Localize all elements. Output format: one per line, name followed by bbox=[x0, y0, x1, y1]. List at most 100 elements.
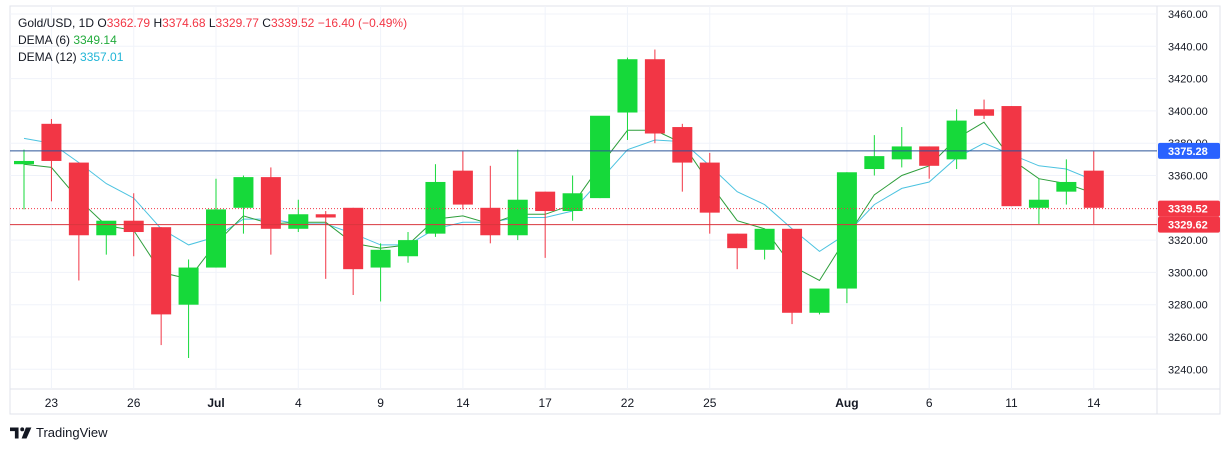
candle-body bbox=[315, 214, 336, 218]
candle bbox=[1001, 106, 1022, 207]
candle bbox=[672, 123, 693, 192]
candle-body bbox=[425, 181, 446, 234]
dema6-value: 3349.14 bbox=[73, 33, 117, 47]
candle bbox=[96, 220, 117, 255]
candle-body bbox=[178, 267, 199, 305]
candle bbox=[562, 175, 583, 221]
candle bbox=[699, 152, 720, 234]
candle bbox=[343, 207, 364, 296]
symbol-label[interactable]: Gold/USD, 1D bbox=[18, 16, 95, 30]
candle-body bbox=[370, 249, 391, 268]
price-label-text: 3339.52 bbox=[1168, 204, 1208, 216]
candle bbox=[178, 259, 199, 358]
legend-dema6-row[interactable]: DEMA (6) 3349.14 bbox=[18, 32, 407, 49]
candle bbox=[206, 178, 227, 268]
price-label-text: 3375.28 bbox=[1168, 146, 1208, 158]
candle bbox=[809, 288, 830, 315]
candle-body bbox=[974, 109, 995, 116]
tradingview-brand[interactable]: TradingView bbox=[10, 425, 108, 440]
time-tick-label: 14 bbox=[456, 396, 470, 410]
candle bbox=[836, 172, 857, 304]
price-tick-label: 3260.00 bbox=[1168, 332, 1208, 344]
candle bbox=[864, 135, 885, 176]
candle bbox=[590, 115, 611, 199]
price-tick-label: 3360.00 bbox=[1168, 171, 1208, 183]
moving-average-lines bbox=[23, 121, 1094, 282]
low-value: 3329.77 bbox=[215, 16, 259, 30]
close-value: 3339.52 bbox=[270, 16, 315, 30]
candle bbox=[68, 162, 89, 281]
time-tick-label: 17 bbox=[538, 396, 552, 410]
candle-body bbox=[754, 228, 775, 250]
brand-name: TradingView bbox=[36, 425, 108, 440]
time-tick-label: Aug bbox=[835, 396, 858, 410]
time-tick-label: 9 bbox=[377, 396, 384, 410]
candle-body bbox=[535, 191, 556, 212]
candle-body bbox=[507, 199, 528, 236]
candle-body bbox=[1001, 106, 1022, 207]
candle-body bbox=[1083, 170, 1104, 208]
time-tick-label: 22 bbox=[621, 396, 635, 410]
candle-body bbox=[398, 240, 419, 257]
candle bbox=[288, 199, 309, 233]
low-label: L bbox=[208, 16, 216, 30]
candle-body bbox=[836, 172, 857, 289]
candle bbox=[1083, 151, 1104, 224]
candle bbox=[14, 149, 34, 210]
candle-body bbox=[864, 156, 885, 170]
dema12-value: 3357.01 bbox=[80, 50, 124, 64]
candle bbox=[41, 118, 62, 202]
candle bbox=[754, 228, 775, 260]
open-label: O bbox=[97, 16, 107, 30]
legend-dema12-row[interactable]: DEMA (12) 3357.01 bbox=[18, 49, 407, 66]
candle-body bbox=[452, 170, 473, 205]
candle-body bbox=[782, 228, 803, 313]
candle-body bbox=[919, 146, 940, 166]
open-value: 3362.79 bbox=[106, 16, 151, 30]
candle-body bbox=[14, 160, 34, 165]
time-tick-label: 14 bbox=[1087, 396, 1101, 410]
price-tick-label: 3300.00 bbox=[1168, 267, 1208, 279]
legend-ohlc-row: Gold/USD, 1D O3362.79 H3374.68 L3329.77 … bbox=[18, 15, 407, 32]
price-tick-label: 3280.00 bbox=[1168, 300, 1208, 312]
candle-body bbox=[41, 123, 62, 161]
candle-body bbox=[946, 120, 967, 160]
price-tick-label: 3400.00 bbox=[1168, 106, 1208, 118]
candle bbox=[727, 233, 748, 270]
price-label-box bbox=[1158, 142, 1220, 159]
candlestick-series bbox=[14, 49, 1104, 358]
price-label-box bbox=[1158, 200, 1220, 217]
candle bbox=[891, 127, 912, 168]
candle bbox=[946, 109, 967, 170]
price-label-box bbox=[1158, 216, 1220, 233]
candle bbox=[480, 165, 501, 244]
candle bbox=[260, 167, 281, 255]
dema6-line bbox=[23, 121, 1094, 282]
high-label: H bbox=[153, 16, 163, 30]
candle-body bbox=[206, 209, 227, 268]
candle-body bbox=[1028, 199, 1049, 208]
candle-body bbox=[644, 59, 665, 134]
candle-body bbox=[727, 233, 748, 249]
candle-body bbox=[699, 162, 720, 213]
price-tick-label: 3440.00 bbox=[1168, 41, 1208, 53]
candle-body bbox=[562, 193, 583, 212]
candle-body bbox=[233, 177, 254, 208]
chart-legend: Gold/USD, 1D O3362.79 H3374.68 L3329.77 … bbox=[18, 15, 407, 66]
candle-body bbox=[151, 227, 172, 315]
price-axis[interactable]: 3460.003440.003420.003400.003380.003360.… bbox=[1158, 9, 1220, 376]
candle bbox=[233, 175, 254, 234]
candle bbox=[974, 99, 995, 119]
time-tick-label: 4 bbox=[295, 396, 302, 410]
candle-body bbox=[617, 59, 638, 113]
time-axis[interactable]: 23 26 Jul 4 9 14 17 22 25 Aug 6 11 14 bbox=[45, 396, 1101, 410]
change-value: −16.40 (−0.49%) bbox=[317, 16, 408, 30]
candle-body bbox=[672, 127, 693, 163]
candle-body bbox=[260, 177, 281, 229]
candle bbox=[1056, 159, 1077, 205]
price-tick-label: 3320.00 bbox=[1168, 235, 1208, 247]
candle bbox=[151, 227, 172, 346]
candle-body bbox=[1056, 181, 1077, 192]
candle-body bbox=[288, 214, 309, 229]
